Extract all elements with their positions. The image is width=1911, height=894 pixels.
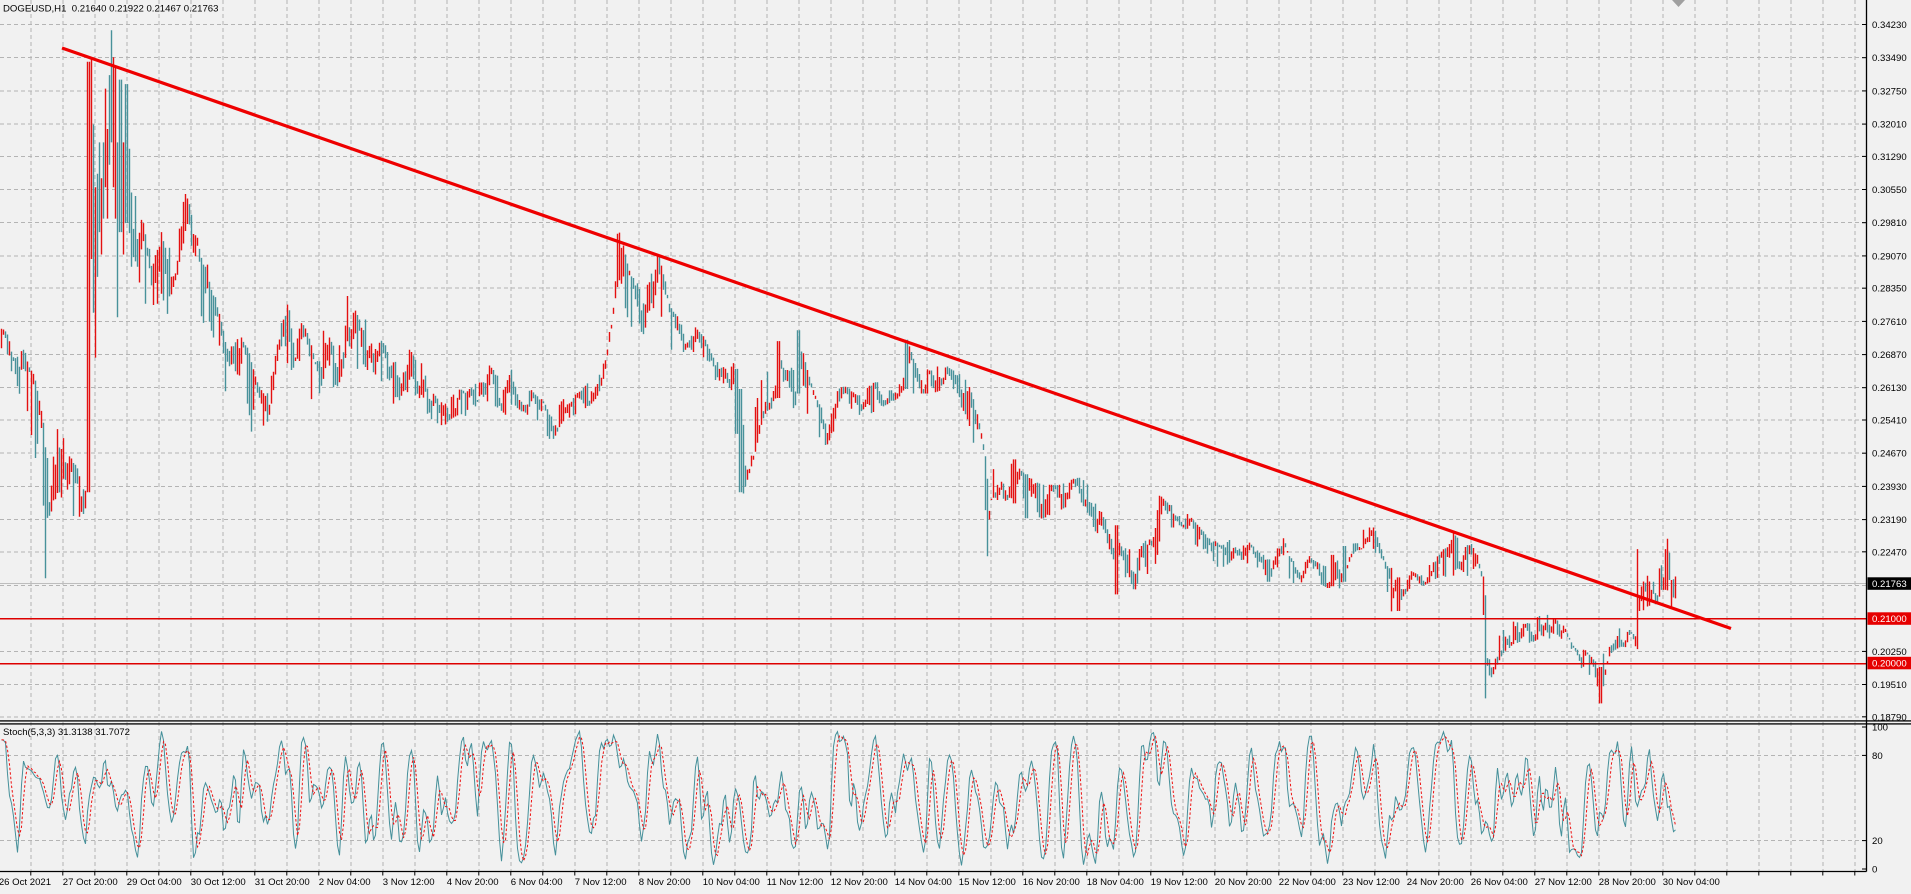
svg-text:14 Nov 04:00: 14 Nov 04:00 <box>895 877 952 888</box>
svg-text:DOGEUSD,H1 0.21640 0.21922 0.: DOGEUSD,H1 0.21640 0.21922 0.21467 0.217… <box>3 4 218 15</box>
svg-text:0.18790: 0.18790 <box>1872 712 1907 723</box>
svg-text:7 Nov 12:00: 7 Nov 12:00 <box>575 877 627 888</box>
svg-text:29 Oct 04:00: 29 Oct 04:00 <box>127 877 182 888</box>
svg-text:26 Nov 04:00: 26 Nov 04:00 <box>1471 877 1528 888</box>
svg-text:6 Nov 04:00: 6 Nov 04:00 <box>511 877 563 888</box>
svg-text:2 Nov 04:00: 2 Nov 04:00 <box>319 877 371 888</box>
svg-text:0.26870: 0.26870 <box>1872 350 1907 361</box>
svg-text:0.19510: 0.19510 <box>1872 680 1907 691</box>
svg-text:20 Nov 20:00: 20 Nov 20:00 <box>1215 877 1272 888</box>
svg-text:20: 20 <box>1872 836 1883 847</box>
svg-text:0.31290: 0.31290 <box>1872 152 1907 163</box>
svg-text:0.23190: 0.23190 <box>1872 515 1907 526</box>
svg-text:0.26130: 0.26130 <box>1872 383 1907 394</box>
svg-text:0.21763: 0.21763 <box>1872 579 1907 590</box>
svg-text:0.27610: 0.27610 <box>1872 317 1907 328</box>
svg-text:80: 80 <box>1872 751 1883 762</box>
svg-text:0.32750: 0.32750 <box>1872 86 1907 97</box>
svg-text:27 Nov 12:00: 27 Nov 12:00 <box>1535 877 1592 888</box>
svg-text:0.34230: 0.34230 <box>1872 20 1907 31</box>
svg-text:0.29810: 0.29810 <box>1872 218 1907 229</box>
svg-text:11 Nov 12:00: 11 Nov 12:00 <box>767 877 823 888</box>
svg-text:12 Nov 20:00: 12 Nov 20:00 <box>831 877 888 888</box>
svg-text:28 Nov 20:00: 28 Nov 20:00 <box>1599 877 1656 888</box>
svg-text:31 Oct 20:00: 31 Oct 20:00 <box>255 877 310 888</box>
svg-text:0.28350: 0.28350 <box>1872 284 1907 295</box>
svg-text:3 Nov 12:00: 3 Nov 12:00 <box>383 877 435 888</box>
svg-text:16 Nov 20:00: 16 Nov 20:00 <box>1023 877 1080 888</box>
svg-text:0: 0 <box>1872 865 1877 876</box>
svg-text:0.30550: 0.30550 <box>1872 185 1907 196</box>
svg-text:22 Nov 04:00: 22 Nov 04:00 <box>1279 877 1336 888</box>
svg-text:0.33490: 0.33490 <box>1872 53 1907 64</box>
svg-text:19 Nov 12:00: 19 Nov 12:00 <box>1151 877 1208 888</box>
svg-text:0.20250: 0.20250 <box>1872 647 1907 658</box>
svg-text:0.20000: 0.20000 <box>1872 659 1907 670</box>
svg-text:0.22470: 0.22470 <box>1872 547 1907 558</box>
svg-text:18 Nov 04:00: 18 Nov 04:00 <box>1087 877 1144 888</box>
svg-text:0.32010: 0.32010 <box>1872 120 1907 131</box>
svg-text:0.25410: 0.25410 <box>1872 416 1907 427</box>
svg-text:0.21000: 0.21000 <box>1872 614 1907 625</box>
svg-text:10 Nov 04:00: 10 Nov 04:00 <box>703 877 760 888</box>
svg-text:8 Nov 20:00: 8 Nov 20:00 <box>639 877 691 888</box>
svg-text:23 Nov 12:00: 23 Nov 12:00 <box>1343 877 1400 888</box>
svg-text:Stoch(5,3,3) 31.3138 31.7072: Stoch(5,3,3) 31.3138 31.7072 <box>3 727 130 738</box>
svg-text:15 Nov 12:00: 15 Nov 12:00 <box>959 877 1016 888</box>
svg-text:0.29070: 0.29070 <box>1872 251 1907 262</box>
svg-text:0.23930: 0.23930 <box>1872 482 1907 493</box>
svg-text:0.24670: 0.24670 <box>1872 449 1907 460</box>
svg-text:4 Nov 20:00: 4 Nov 20:00 <box>447 877 499 888</box>
svg-text:26 Oct 2021: 26 Oct 2021 <box>0 877 51 888</box>
svg-text:27 Oct 20:00: 27 Oct 20:00 <box>63 877 118 888</box>
svg-text:30 Nov 04:00: 30 Nov 04:00 <box>1663 877 1720 888</box>
svg-text:24 Nov 20:00: 24 Nov 20:00 <box>1407 877 1464 888</box>
svg-text:100: 100 <box>1872 723 1888 734</box>
svg-text:30 Oct 12:00: 30 Oct 12:00 <box>191 877 246 888</box>
